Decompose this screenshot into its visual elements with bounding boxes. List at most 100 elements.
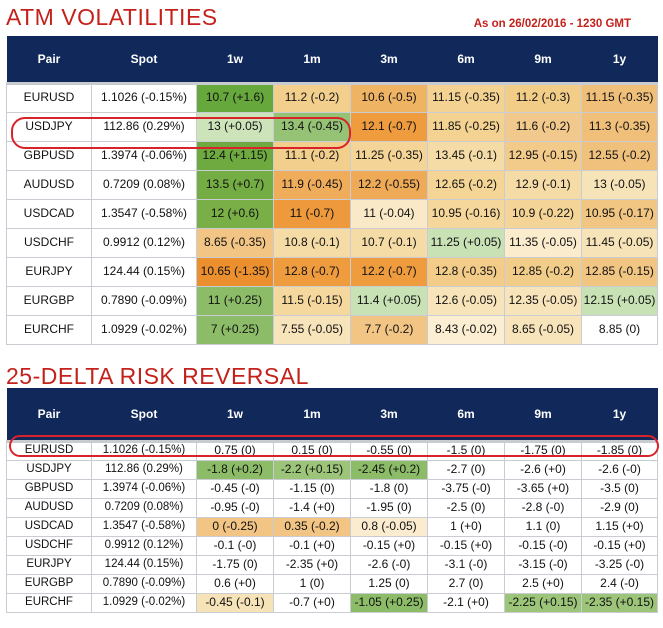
table-row-usdchf: USDCHF 0.9912 (0.12%) 8.65 (-0.35) 10.8 (-0… [6,227,658,258]
value-cell: 8.65 (-0.05) [504,314,582,345]
value-cell: 11.85 (-0.25) [427,111,505,142]
value-cell: -1.8 (0) [350,478,428,499]
value-cell: 13.45 (-0.1) [427,140,505,171]
value-cell: 11.5 (-0.15) [273,285,351,316]
value-cell: 12.4 (+1.15) [196,140,274,171]
value-cell: -1.85 (0) [581,440,658,461]
spot-cell: 0.9912 (0.12%) [91,535,197,556]
value-cell: 2.4 (-0) [581,573,658,594]
column-header-spot: Spot [91,36,197,85]
value-cell: -2.1 (+0) [427,592,505,613]
value-cell: 0.75 (0) [196,440,274,461]
value-cell: 0 (-0.25) [196,516,274,537]
table-row-audusd: AUDUSD 0.7209 (0.08%) -0.95 (-0) -1.4 (+0) -… [6,497,658,518]
value-cell: 12.8 (-0.7) [273,256,351,287]
value-cell: 10.8 (-0.1) [273,227,351,258]
value-cell: 11.4 (+0.05) [350,285,428,316]
value-cell: 12.2 (-0.7) [350,256,428,287]
value-cell: -2.9 (0) [581,497,658,518]
value-cell: 0.35 (-0.2) [273,516,351,537]
value-cell: -3.25 (-0) [581,554,658,575]
value-cell: -1.75 (0) [196,554,274,575]
value-cell: -2.8 (-0) [504,497,582,518]
spot-cell: 0.7890 (-0.09%) [91,573,197,594]
table-row-eurusd: EURUSD 1.1026 (-0.15%) 0.75 (0) 0.15 (0) -0.… [6,440,658,461]
value-cell: 0.15 (0) [273,440,351,461]
table-row-usdjpy: USDJPY 112.86 (0.29%) 13 (+0.05) 13.4 (-0.4… [6,111,658,142]
value-cell: 12.55 (-0.2) [581,140,658,171]
value-cell: -2.6 (-0) [350,554,428,575]
value-cell: -1.5 (0) [427,440,505,461]
value-cell: 11 (-0.7) [273,198,351,229]
column-header-1m: 1m [273,388,351,443]
pair-cell: USDCHF [6,227,92,258]
column-header-pair: Pair [6,36,92,85]
table-row-usdchf: USDCHF 0.9912 (0.12%) -0.1 (-0) -0.1 (+0) -0… [6,535,658,556]
value-cell: -3.65 (+0) [504,478,582,499]
value-cell: -1.8 (+0.2) [196,459,274,480]
spot-cell: 112.86 (0.29%) [91,459,197,480]
spot-cell: 1.3547 (-0.58%) [91,198,197,229]
value-cell: 1.15 (+0) [581,516,658,537]
value-cell: -2.7 (0) [427,459,505,480]
value-cell: 1.1 (0) [504,516,582,537]
pair-cell: EURUSD [6,440,92,461]
value-cell: 11.6 (-0.2) [504,111,582,142]
value-cell: 11.2 (-0.2) [273,82,351,113]
atm-volatilities-table: Pair Spot 1w 1m 3m 6m 9m 1y EURUSD 1.1026… [6,36,658,345]
value-cell: -0.15 (+0) [427,535,505,556]
value-cell: 13 (+0.05) [196,111,274,142]
pair-cell: AUDUSD [6,497,92,518]
value-cell: -1.05 (+0.25) [350,592,428,613]
pair-cell: GBPUSD [6,140,92,171]
table-row-audusd: AUDUSD 0.7209 (0.08%) 13.5 (+0.7) 11.9 (-0.… [6,169,658,200]
value-cell: 12 (+0.6) [196,198,274,229]
atm-header-row: Pair Spot 1w 1m 3m 6m 9m 1y [6,36,658,85]
value-cell: 2.5 (+0) [504,573,582,594]
table-row-usdcad: USDCAD 1.3547 (-0.58%) 12 (+0.6) 11 (-0.7) 1… [6,198,658,229]
pair-cell: EURCHF [6,592,92,613]
value-cell: 12.9 (-0.1) [504,169,582,200]
value-cell: -2.5 (0) [427,497,505,518]
value-cell: 12.15 (+0.05) [581,285,658,316]
spot-cell: 124.44 (0.15%) [91,256,197,287]
column-header-9m: 9m [504,36,582,85]
value-cell: 10.6 (-0.5) [350,82,428,113]
value-cell: 11.15 (-0.35) [427,82,505,113]
value-cell: -0.15 (+0) [581,535,658,556]
value-cell: 10.7 (-0.1) [350,227,428,258]
table-row-eurusd: EURUSD 1.1026 (-0.15%) 10.7 (+1.6) 11.2 (-0… [6,82,658,113]
value-cell: 1.25 (0) [350,573,428,594]
spot-cell: 1.3974 (-0.06%) [91,478,197,499]
column-header-pair: Pair [6,388,92,443]
value-cell: 11 (-0.04) [350,198,428,229]
pair-cell: USDCAD [6,516,92,537]
as-of-timestamp: As on 26/02/2016 - 1230 GMT [473,18,631,30]
value-cell: -2.6 (+0) [504,459,582,480]
spot-cell: 1.1026 (-0.15%) [91,82,197,113]
value-cell: 7.55 (-0.05) [273,314,351,345]
value-cell: 1 (+0) [427,516,505,537]
atm-volatilities-title: ATM VOLATILITIES [6,4,218,30]
value-cell: -2.35 (+0) [273,554,351,575]
column-header-9m: 9m [504,388,582,443]
value-cell: 8.65 (-0.35) [196,227,274,258]
value-cell: -0.7 (+0) [273,592,351,613]
value-cell: 10.65 (-1.35) [196,256,274,287]
table-row-eurjpy: EURJPY 124.44 (0.15%) -1.75 (0) -2.35 (+0) -… [6,554,658,575]
pair-cell: USDJPY [6,111,92,142]
spot-cell: 1.1026 (-0.15%) [91,440,197,461]
pair-cell: USDCHF [6,535,92,556]
value-cell: 13.5 (+0.7) [196,169,274,200]
column-header-6m: 6m [427,388,505,443]
risk-reversal-table: Pair Spot 1w 1m 3m 6m 9m 1y EURUSD 1.1026… [6,388,658,613]
table-row-usdcad: USDCAD 1.3547 (-0.58%) 0 (-0.25) 0.35 (-0.2… [6,516,658,537]
column-header-1y: 1y [581,388,658,443]
value-cell: -0.45 (-0.1) [196,592,274,613]
spot-cell: 0.7209 (0.08%) [91,169,197,200]
value-cell: 11.2 (-0.3) [504,82,582,113]
value-cell: 10.9 (-0.22) [504,198,582,229]
value-cell: 7.7 (-0.2) [350,314,428,345]
pair-cell: AUDUSD [6,169,92,200]
pair-cell: USDJPY [6,459,92,480]
